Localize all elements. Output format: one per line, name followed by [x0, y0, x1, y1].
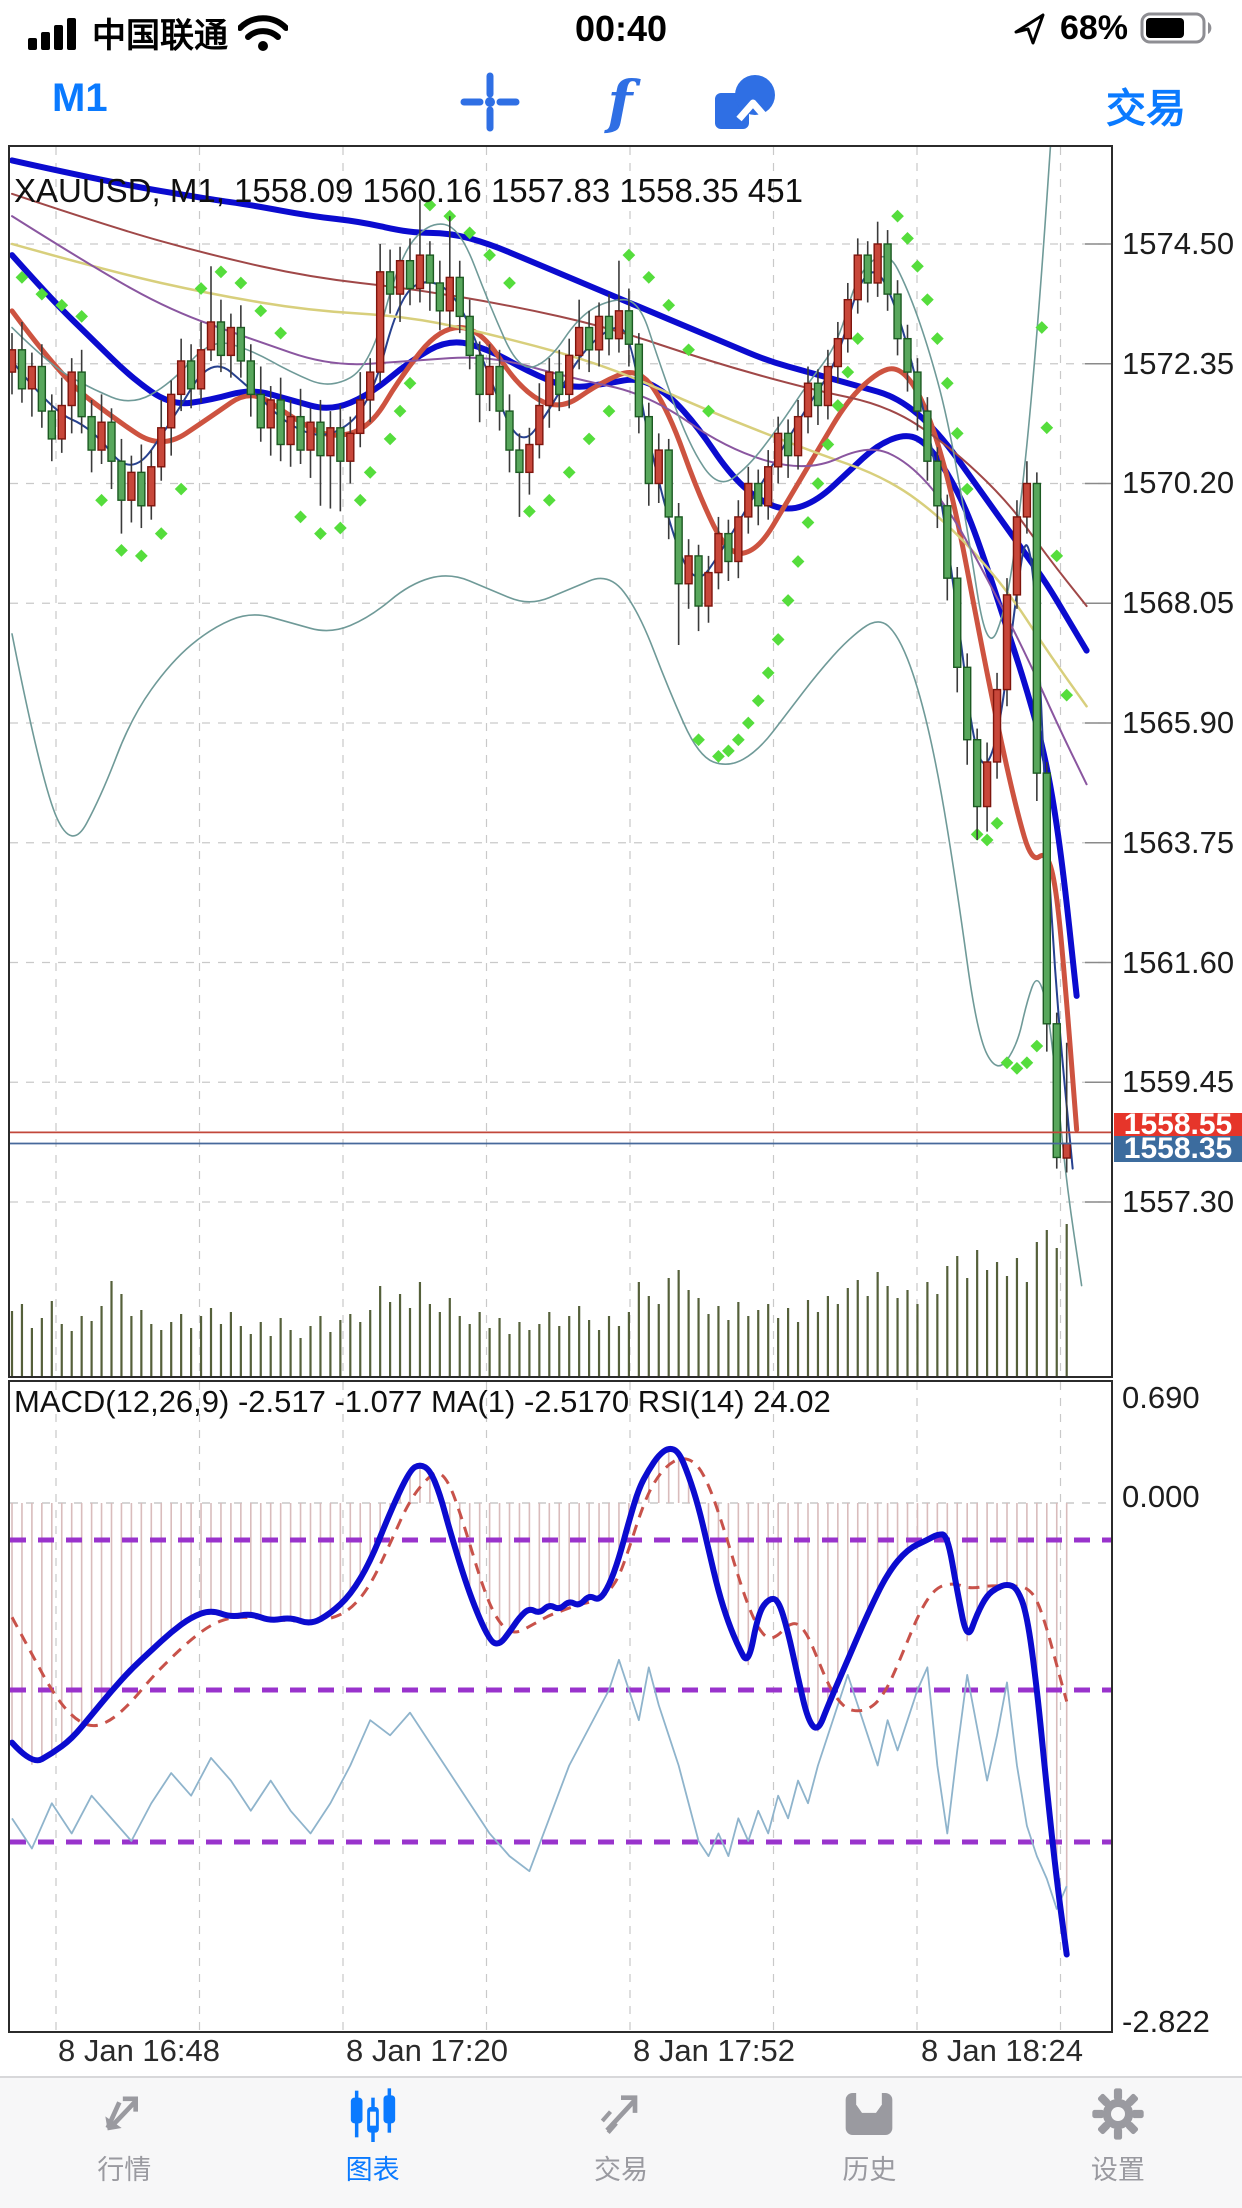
bottom-tab-bar: 行情 图表 交易: [0, 2076, 1242, 2208]
indicator-axis-label: 0.000: [1122, 1479, 1200, 1514]
ask-price-badge: 1558.55: [1114, 1113, 1242, 1136]
time-axis-label: 8 Jan 17:20: [345, 2033, 509, 2068]
tab-settings[interactable]: 设置: [994, 2078, 1242, 2208]
price-axis-label: 1568.05: [1122, 585, 1235, 621]
chart-toolbar: M1 f 交易: [0, 62, 1242, 142]
status-bar: 中国联通 00:40 68%: [0, 0, 1242, 56]
settings-icon: [1092, 2088, 1144, 2140]
tab-label: 图表: [345, 2155, 400, 2185]
time-axis-label: 8 Jan 17:52: [632, 2033, 796, 2068]
trade-button[interactable]: 交易: [1106, 87, 1186, 131]
tab-label: 行情: [97, 2155, 152, 2185]
indicators-button[interactable]: f: [588, 70, 652, 134]
price-axis-label: 1563.75: [1122, 824, 1235, 860]
location-arrow-icon: [1014, 13, 1045, 45]
tab-label: 设置: [1090, 2155, 1145, 2185]
clock-label: 00:40: [574, 8, 668, 49]
price-axis-label: 1561.60: [1122, 944, 1235, 980]
price-axis-label: 1570.20: [1122, 465, 1235, 501]
bid-price-badge: 1558.35: [1114, 1136, 1242, 1162]
crosshair-icon: [460, 72, 520, 132]
tab-quotes[interactable]: 行情: [0, 2078, 248, 2208]
price-axis-label: 1559.45: [1122, 1064, 1235, 1100]
signal-strength-icon: [28, 17, 76, 50]
indicator-axis-label: -2.822: [1122, 2004, 1210, 2039]
time-axis-label: 8 Jan 18:24: [920, 2033, 1084, 2068]
tab-charts[interactable]: 图表: [248, 2078, 496, 2208]
crosshair-button[interactable]: [458, 70, 522, 134]
trade-icon: [600, 2095, 638, 2135]
indicator-chart-icon: [715, 75, 775, 129]
quotes-icon: [105, 2096, 139, 2131]
indicator-axis-label: 0.690: [1122, 1380, 1200, 1415]
charts-icon: [350, 2088, 395, 2142]
tab-trade[interactable]: 交易: [497, 2078, 745, 2208]
tab-label: 交易: [594, 2155, 649, 2185]
price-axis-label: 1572.35: [1122, 345, 1235, 381]
main-price-chart[interactable]: [8, 145, 1113, 1378]
indicator-values-label: MACD(12,26,9) -2.517 -1.077 MA(1) -2.517…: [14, 1384, 831, 1419]
history-icon: [846, 2093, 893, 2135]
price-axis-label: 1565.90: [1122, 705, 1235, 740]
timeframe-button[interactable]: M1: [52, 76, 108, 120]
indicator-panel[interactable]: [8, 1380, 1113, 2033]
tab-history[interactable]: 历史: [745, 2078, 993, 2208]
price-axis-label: 1574.50: [1122, 225, 1235, 261]
price-axis-label: 1557.30: [1122, 1184, 1235, 1220]
function-icon: f: [607, 68, 633, 136]
objects-button[interactable]: [712, 70, 776, 134]
tab-label: 历史: [842, 2155, 897, 2185]
carrier-label: 中国联通: [92, 17, 228, 55]
battery-icon: [1140, 12, 1212, 44]
battery-percent-label: 68%: [1059, 8, 1128, 47]
wifi-icon: [238, 14, 288, 51]
symbol-ohlc-label: XAUUSD, M1, 1558.09 1560.16 1557.83 1558…: [14, 172, 803, 209]
time-axis-label: 8 Jan 16:48: [57, 2033, 221, 2068]
